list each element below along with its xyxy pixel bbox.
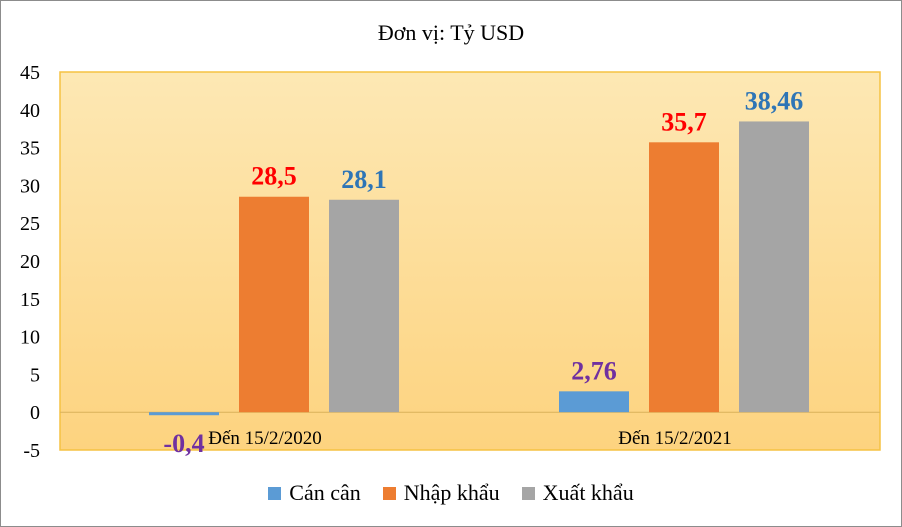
data-labels: -0,4 28,5 28,1 2,76 35,7 38,46 (163, 86, 803, 458)
y-tick-label: 35 (20, 138, 40, 160)
bar (239, 196, 309, 413)
y-tick-label: 20 (20, 251, 40, 273)
x-category-label: Đến 15/2/2021 (618, 428, 731, 449)
y-tick-label: 10 (20, 327, 40, 349)
bar (559, 391, 629, 413)
legend-swatch (382, 486, 396, 500)
y-tick-label: 5 (30, 364, 40, 386)
legend-item: Cán cân (268, 480, 361, 506)
legend-label: Xuất khẩu (542, 480, 634, 505)
legend-item: Xuất khẩu (521, 480, 634, 506)
x-axis: Đến 15/2/2020 Đến 15/2/2021 (208, 428, 731, 449)
y-tick-label: -5 (23, 440, 40, 462)
bar (329, 199, 399, 413)
legend-swatch (268, 486, 282, 500)
bar (739, 121, 809, 413)
data-label: 38,46 (745, 86, 804, 115)
legend-label: Cán cân (289, 480, 361, 505)
y-tick-label: 30 (20, 175, 40, 197)
y-axis: 45 40 35 30 25 20 15 10 5 0 -5 (20, 62, 40, 462)
legend-label: Nhập khẩu (403, 480, 500, 505)
y-tick-label: 25 (20, 213, 40, 235)
legend-item: Nhập khẩu (382, 480, 500, 506)
y-tick-label: 0 (30, 402, 40, 424)
bar (649, 142, 719, 413)
y-tick-label: 15 (20, 289, 40, 311)
legend: Cán cân Nhập khẩu Xuất khẩu (0, 478, 902, 508)
data-label: 35,7 (661, 107, 707, 136)
bars (149, 121, 809, 416)
chart-title: Đơn vị: Tỷ USD (378, 20, 524, 45)
legend-swatch (521, 486, 535, 500)
x-category-label: Đến 15/2/2020 (208, 428, 321, 449)
data-label: 2,76 (571, 356, 617, 385)
y-tick-label: 45 (20, 62, 40, 84)
bar (149, 412, 219, 416)
data-label: -0,4 (163, 429, 204, 458)
data-label: 28,5 (251, 162, 297, 191)
y-tick-label: 40 (20, 100, 40, 122)
data-label: 28,1 (341, 165, 387, 194)
